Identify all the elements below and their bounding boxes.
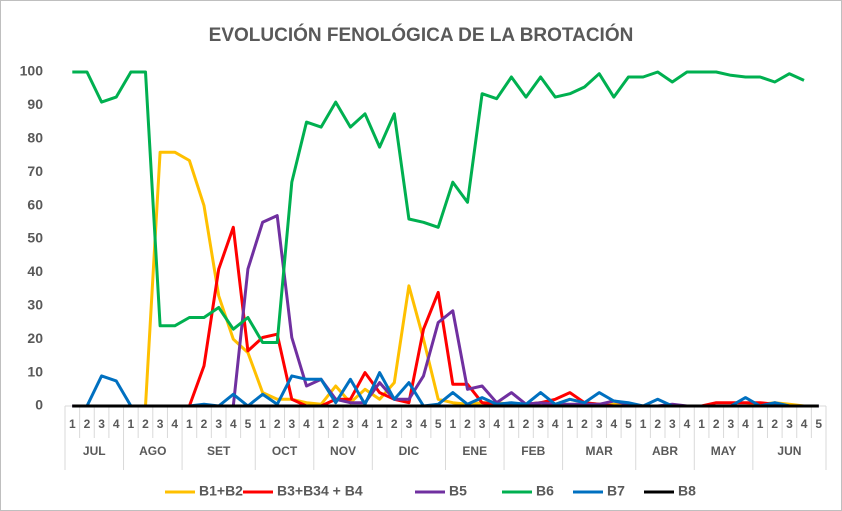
x-tick-label: 4 [493,417,500,431]
group-label: ENE [462,444,487,458]
y-tick-label: 10 [27,363,43,379]
x-tick-label: 3 [669,417,676,431]
group-label: FEB [521,444,545,458]
x-tick-label: 2 [581,417,588,431]
x-tick-label: 5 [815,417,822,431]
x-tick-label: 2 [274,417,281,431]
x-tick-label: 2 [391,417,398,431]
x-tick-label: 2 [523,417,530,431]
legend-label: B7 [607,483,625,499]
x-tick-label: 1 [128,417,135,431]
y-tick-label: 70 [27,163,43,179]
x-tick-label: 3 [215,417,222,431]
x-tick-label: 2 [464,417,471,431]
x-tick-label: 1 [376,417,383,431]
y-tick-label: 100 [20,63,44,79]
x-tick-label: 1 [698,417,705,431]
x-tick-label: 3 [157,417,164,431]
y-tick-label: 20 [27,330,43,346]
group-label: MAY [711,444,737,458]
x-tick-label: 3 [347,417,354,431]
x-tick-label: 1 [508,417,515,431]
x-tick-label: 4 [801,417,808,431]
x-tick-label: 1 [259,417,266,431]
x-tick-label: 5 [625,417,632,431]
x-tick-label: 3 [537,417,544,431]
y-tick-label: 50 [27,230,43,246]
x-tick-label: 1 [69,417,76,431]
group-label: JUL [83,444,106,458]
x-tick-label: 4 [610,417,617,431]
legend-label: B5 [449,483,467,499]
y-tick-label: 30 [27,297,43,313]
legend-label: B8 [678,483,696,499]
x-tick-label: 2 [142,417,149,431]
x-tick-label: 4 [742,417,749,431]
x-tick-label: 4 [362,417,369,431]
group-label: JUN [777,444,801,458]
x-tick-label: 3 [98,417,105,431]
y-tick-label: 90 [27,96,43,112]
x-tick-label: 2 [771,417,778,431]
x-tick-label: 3 [479,417,486,431]
x-tick-label: 2 [332,417,339,431]
y-tick-label: 80 [27,130,43,146]
x-tick-label: 4 [113,417,120,431]
y-tick-label: 60 [27,196,43,212]
legend-label: B1+B2 [199,483,243,499]
x-tick-label: 4 [171,417,178,431]
x-tick-label: 3 [596,417,603,431]
x-tick-label: 3 [288,417,295,431]
group-label: MAR [585,444,613,458]
group-label: ABR [652,444,678,458]
x-tick-label: 1 [567,417,574,431]
x-tick-label: 1 [318,417,325,431]
x-tick-label: 1 [449,417,456,431]
legend-label: B6 [536,483,554,499]
x-tick-label: 3 [728,417,735,431]
x-tick-label: 5 [245,417,252,431]
group-label: DIC [399,444,420,458]
x-tick-label: 4 [230,417,237,431]
x-tick-label: 4 [303,417,310,431]
x-tick-label: 4 [420,417,427,431]
group-label: AGO [139,444,166,458]
x-tick-label: 4 [684,417,691,431]
x-tick-label: 1 [640,417,647,431]
group-label: SET [207,444,231,458]
x-tick-label: 5 [435,417,442,431]
series-line [72,70,805,344]
x-tick-label: 3 [786,417,793,431]
group-label: NOV [330,444,356,458]
x-tick-label: 1 [186,417,193,431]
x-tick-label: 2 [201,417,208,431]
legend-label: B3+B34 + B4 [277,483,363,499]
y-tick-label: 40 [27,263,43,279]
group-label: OCT [272,444,298,458]
x-tick-label: 2 [654,417,661,431]
chart-title: EVOLUCIÓN FENOLÓGICA DE LA BROTACIÓN [209,24,634,46]
x-tick-label: 2 [84,417,91,431]
x-tick-label: 1 [757,417,764,431]
x-tick-label: 3 [406,417,413,431]
x-tick-label: 4 [552,417,559,431]
x-tick-label: 2 [713,417,720,431]
y-tick-label: 0 [35,397,43,413]
